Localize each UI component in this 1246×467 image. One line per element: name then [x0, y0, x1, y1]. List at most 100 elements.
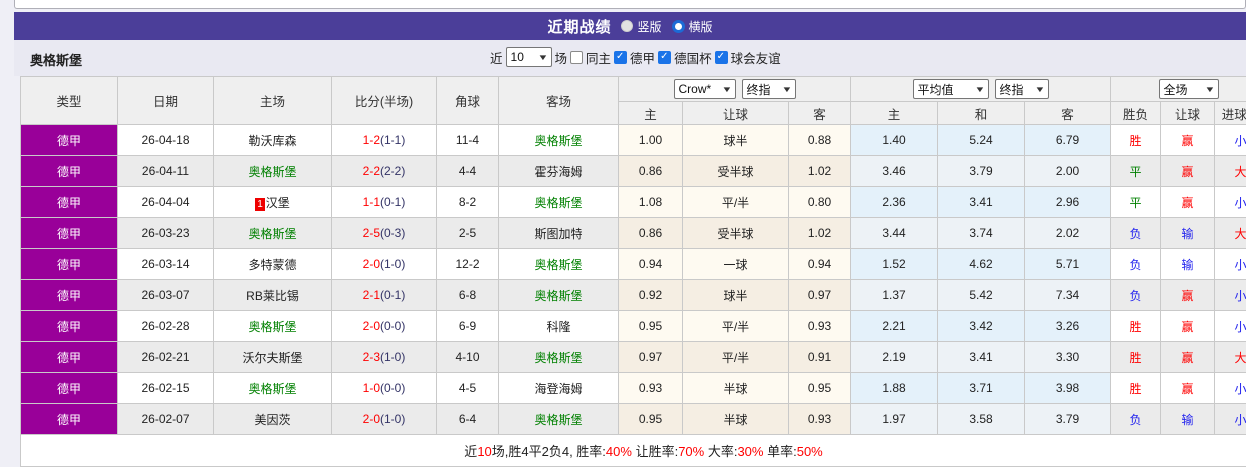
cell-avg-draw: 5.42: [938, 280, 1025, 311]
cell-date: 26-04-18: [118, 125, 214, 156]
cell-avg-away: 7.34: [1025, 280, 1111, 311]
half-score: (1-0): [380, 257, 405, 271]
cell-league: 德甲: [21, 156, 118, 187]
odds-company-select[interactable]: Crow* ▼: [674, 79, 736, 99]
cell-away-team: 奥格斯堡: [499, 280, 619, 311]
league1-checkbox[interactable]: [614, 51, 627, 64]
cell-date: 26-02-28: [118, 311, 214, 342]
sub-handicap: 让球: [683, 102, 789, 125]
cell-handicap-line: 一球: [683, 249, 789, 280]
cell-date: 26-02-07: [118, 404, 214, 435]
cell-avg-away: 2.02: [1025, 218, 1111, 249]
sub-wdl: 胜负: [1111, 102, 1161, 125]
half-score: (2-2): [380, 164, 405, 178]
cell-avg-home: 1.97: [851, 404, 938, 435]
cell-date: 26-02-21: [118, 342, 214, 373]
handicap-group-header: Crow* ▼ 终指 ▼: [619, 77, 851, 102]
full-score: 2-0: [363, 319, 380, 333]
cell-wdl-result: 胜: [1111, 373, 1161, 404]
half-score: (1-1): [380, 133, 405, 147]
team-label: RB莱比锡: [246, 289, 299, 303]
cell-avg-home: 3.44: [851, 218, 938, 249]
cell-handicap-away: 0.80: [789, 187, 851, 218]
same-home-checkbox[interactable]: [570, 51, 583, 64]
cell-corner: 6-8: [437, 280, 499, 311]
stat-value: 10: [477, 444, 491, 459]
stat-value: 50%: [797, 444, 823, 459]
results-table: 类型 日期 主场 比分(半场) 角球 客场 Crow* ▼ 终指 ▼: [20, 76, 1246, 467]
team-label: 奥格斯堡: [534, 258, 582, 272]
cell-home-team: 奥格斯堡: [214, 156, 332, 187]
cell-handicap-line: 平/半: [683, 311, 789, 342]
full-score: 2-0: [363, 257, 380, 271]
cell-league: 德甲: [21, 125, 118, 156]
layout-option-vertical[interactable]: 竖版: [621, 18, 661, 35]
cell-score: 2-1(0-1): [332, 280, 437, 311]
team-label: 多特蒙德: [248, 258, 296, 272]
cell-handicap-away: 1.02: [789, 218, 851, 249]
scope-select[interactable]: 全场 ▼: [1159, 79, 1219, 99]
stat-label: 大率:: [704, 444, 737, 459]
sub-handicap-result: 让球: [1161, 102, 1215, 125]
average-group-header: 平均值 ▼ 终指 ▼: [851, 77, 1111, 102]
match-count-select[interactable]: 10 ▼: [506, 47, 552, 67]
chevron-down-icon: ▼: [974, 85, 985, 94]
radio-unchecked-icon[interactable]: [621, 20, 633, 32]
filter-controls: 近 10 ▼ 场 同主 德甲 德国杯 球会友谊: [490, 47, 781, 67]
section-title: 近期战绩: [547, 16, 611, 37]
cell-handicap-line: 半球: [683, 404, 789, 435]
full-score: 2-0: [363, 412, 380, 426]
cell-goals-result: 小: [1215, 125, 1246, 156]
radio-checked-icon[interactable]: [672, 20, 685, 33]
cell-date: 26-04-11: [118, 156, 214, 187]
league1-label: 德甲: [630, 48, 655, 67]
cell-score: 2-2(2-2): [332, 156, 437, 187]
half-score: (0-0): [380, 319, 405, 333]
cell-avg-draw: 3.74: [938, 218, 1025, 249]
league2-checkbox[interactable]: [658, 51, 671, 64]
cell-away-team: 奥格斯堡: [499, 249, 619, 280]
team-label: 奥格斯堡: [534, 289, 582, 303]
league3-checkbox[interactable]: [715, 51, 728, 64]
cell-avg-away: 2.96: [1025, 187, 1111, 218]
cell-home-team: 美因茨: [214, 404, 332, 435]
cell-league: 德甲: [21, 404, 118, 435]
cell-avg-home: 1.52: [851, 249, 938, 280]
layout-option-horizontal[interactable]: 横版: [672, 18, 713, 35]
cell-goals-result: 小: [1215, 187, 1246, 218]
stat-label: 让胜率:: [632, 444, 678, 459]
cell-avg-away: 3.98: [1025, 373, 1111, 404]
team-label: 奥格斯堡: [534, 413, 582, 427]
league2-label: 德国杯: [674, 48, 712, 67]
half-score: (0-0): [380, 381, 405, 395]
cell-handicap-line: 受半球: [683, 156, 789, 187]
cell-handicap-away: 0.95: [789, 373, 851, 404]
cell-corner: 4-5: [437, 373, 499, 404]
cell-corner: 4-10: [437, 342, 499, 373]
matches-unit-label: 场: [555, 48, 568, 67]
chevron-down-icon: ▼: [537, 53, 548, 62]
team-label: 科隆: [546, 320, 570, 334]
radio-vertical-label: 竖版: [637, 18, 661, 35]
result-group-header: 全场 ▼: [1111, 77, 1246, 102]
cell-goals-result: 大: [1215, 342, 1246, 373]
cell-avg-home: 3.46: [851, 156, 938, 187]
odds-stage-select-2[interactable]: 终指 ▼: [995, 79, 1049, 99]
cell-score: 2-0(0-0): [332, 311, 437, 342]
cell-handicap-away: 0.97: [789, 280, 851, 311]
cell-corner: 8-2: [437, 187, 499, 218]
previous-section-edge: [14, 0, 1246, 9]
team-label: 勒沃库森: [248, 134, 296, 148]
cell-date: 26-03-23: [118, 218, 214, 249]
sub-away-odds: 客: [789, 102, 851, 125]
average-select[interactable]: 平均值 ▼: [913, 79, 989, 99]
cell-handicap-line: 受半球: [683, 218, 789, 249]
cell-goals-result: 小: [1215, 404, 1246, 435]
cell-home-team: RB莱比锡: [214, 280, 332, 311]
team-label: 汉堡: [266, 196, 290, 210]
col-header-away: 客场: [499, 77, 619, 125]
odds-stage-select-1[interactable]: 终指 ▼: [742, 79, 796, 99]
cell-away-team: 海登海姆: [499, 373, 619, 404]
cell-goals-result: 小: [1215, 311, 1246, 342]
